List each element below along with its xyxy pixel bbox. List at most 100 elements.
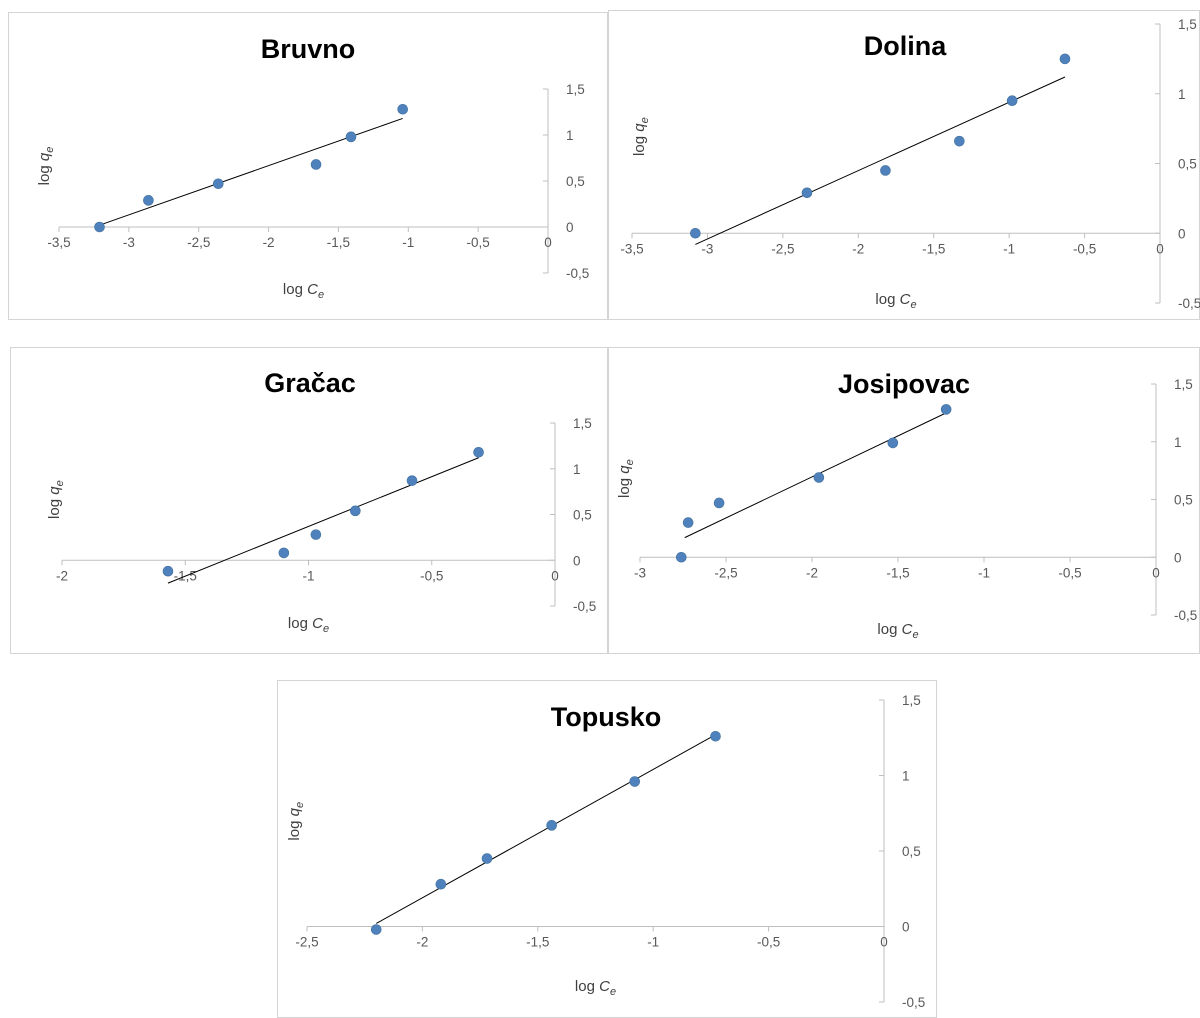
data-point xyxy=(370,924,382,935)
data-point xyxy=(162,565,174,577)
y-axis-label: log qe xyxy=(46,480,66,519)
x-tick-label: -3 xyxy=(634,565,646,580)
x-tick-label: 0 xyxy=(551,568,559,583)
data-point xyxy=(350,505,361,517)
x-axis-label-sub: e xyxy=(318,289,324,301)
y-axis-label-var: q xyxy=(616,465,633,474)
y-axis-label-var: q xyxy=(46,486,63,495)
x-axis-label-var: C xyxy=(599,978,610,995)
y-tick-label: -0,5 xyxy=(902,995,925,1010)
y-tick-label: 0 xyxy=(902,920,910,935)
y-tick-label: 1 xyxy=(573,462,581,477)
y-axis-label-text: log xyxy=(286,816,303,840)
x-axis-label-var: C xyxy=(900,291,911,308)
x-tick-label: -2,5 xyxy=(714,565,737,580)
x-tick-label: -2 xyxy=(852,241,864,256)
x-tick-label: -2 xyxy=(263,235,275,250)
x-tick-label: -0,5 xyxy=(420,568,443,583)
trendline xyxy=(375,734,716,924)
data-point xyxy=(675,551,687,563)
x-axis-label-sub: e xyxy=(610,986,616,998)
data-point xyxy=(481,853,493,864)
x-axis-label-text: log xyxy=(877,621,901,638)
trendline xyxy=(167,457,479,584)
data-point xyxy=(690,227,701,239)
data-point xyxy=(801,187,813,199)
x-tick-label: 0 xyxy=(544,235,552,250)
y-axis-label: log qe xyxy=(616,459,636,498)
data-point xyxy=(710,730,721,742)
y-axis-label-var: q xyxy=(631,123,648,132)
chart-panel-topusko xyxy=(277,680,937,1018)
data-point xyxy=(713,497,725,509)
x-axis-label: log Ce xyxy=(877,621,918,641)
data-point xyxy=(397,103,408,115)
x-tick-label: -2 xyxy=(806,565,818,580)
x-tick-label: -1,5 xyxy=(886,565,909,580)
y-tick-label: 0,5 xyxy=(566,174,585,189)
x-axis-label-var: C xyxy=(312,615,323,632)
data-point xyxy=(212,178,224,190)
x-tick-label: 0 xyxy=(1156,241,1164,256)
x-tick-label: -0,5 xyxy=(757,935,780,950)
x-tick-label: 0 xyxy=(880,935,888,950)
data-point xyxy=(887,437,899,449)
data-point xyxy=(345,131,357,143)
data-point xyxy=(1059,53,1071,65)
chart-panel-josipovac xyxy=(608,347,1200,654)
x-tick-label: -0,5 xyxy=(1058,565,1081,580)
y-tick-label: 1,5 xyxy=(902,693,921,708)
data-point xyxy=(473,446,484,458)
y-axis-label-sub: e xyxy=(54,480,66,486)
x-tick-label: -3 xyxy=(123,235,135,250)
x-axis-label: log Ce xyxy=(575,978,616,998)
y-tick-label: 1 xyxy=(1174,435,1182,450)
y-tick-label: -0,5 xyxy=(566,266,589,281)
y-axis-label-sub: e xyxy=(624,459,636,465)
y-tick-label: 1,5 xyxy=(1174,377,1193,392)
chart-panel-graac xyxy=(10,347,608,654)
y-axis-label-sub: e xyxy=(639,117,651,123)
x-axis-label: log Ce xyxy=(283,281,324,301)
data-point xyxy=(406,475,418,486)
x-axis-label-sub: e xyxy=(323,623,329,635)
x-tick-label: -2 xyxy=(56,568,68,583)
y-axis-label-text: log xyxy=(46,495,63,519)
data-point xyxy=(682,517,694,528)
data-point xyxy=(880,165,891,176)
y-tick-label: 0 xyxy=(566,220,574,235)
y-axis-label-text: log xyxy=(631,132,648,156)
chart-title: Gračac xyxy=(264,368,356,398)
x-tick-label: -1 xyxy=(402,235,414,250)
data-point xyxy=(813,472,825,483)
y-tick-label: 0 xyxy=(1174,550,1182,565)
y-tick-label: 0,5 xyxy=(1178,157,1197,172)
data-point xyxy=(1006,95,1018,107)
y-tick-label: 1 xyxy=(1178,87,1186,102)
x-axis-label-text: log xyxy=(875,291,899,308)
data-point xyxy=(310,159,322,170)
x-axis-label: log Ce xyxy=(288,615,329,635)
y-tick-label: 1 xyxy=(566,128,574,143)
x-axis-label-text: log xyxy=(283,281,307,298)
y-tick-label: 1,5 xyxy=(566,82,585,97)
data-point xyxy=(310,529,322,540)
chart-panel-bruvno xyxy=(8,12,608,320)
data-point xyxy=(629,776,641,787)
y-tick-label: 1,5 xyxy=(1178,17,1197,32)
y-axis-label-text: log xyxy=(616,474,633,498)
x-axis-label-sub: e xyxy=(912,629,918,641)
y-axis-label-sub: e xyxy=(44,147,56,153)
x-axis-label-sub: e xyxy=(910,299,916,311)
chart-title: Bruvno xyxy=(261,34,356,64)
y-tick-label: -0,5 xyxy=(1174,608,1197,623)
data-point xyxy=(940,404,952,415)
x-tick-label: -1,5 xyxy=(327,235,350,250)
x-tick-label: -0,5 xyxy=(1073,241,1096,256)
data-point xyxy=(546,820,557,831)
y-tick-label: 1,5 xyxy=(573,416,592,431)
